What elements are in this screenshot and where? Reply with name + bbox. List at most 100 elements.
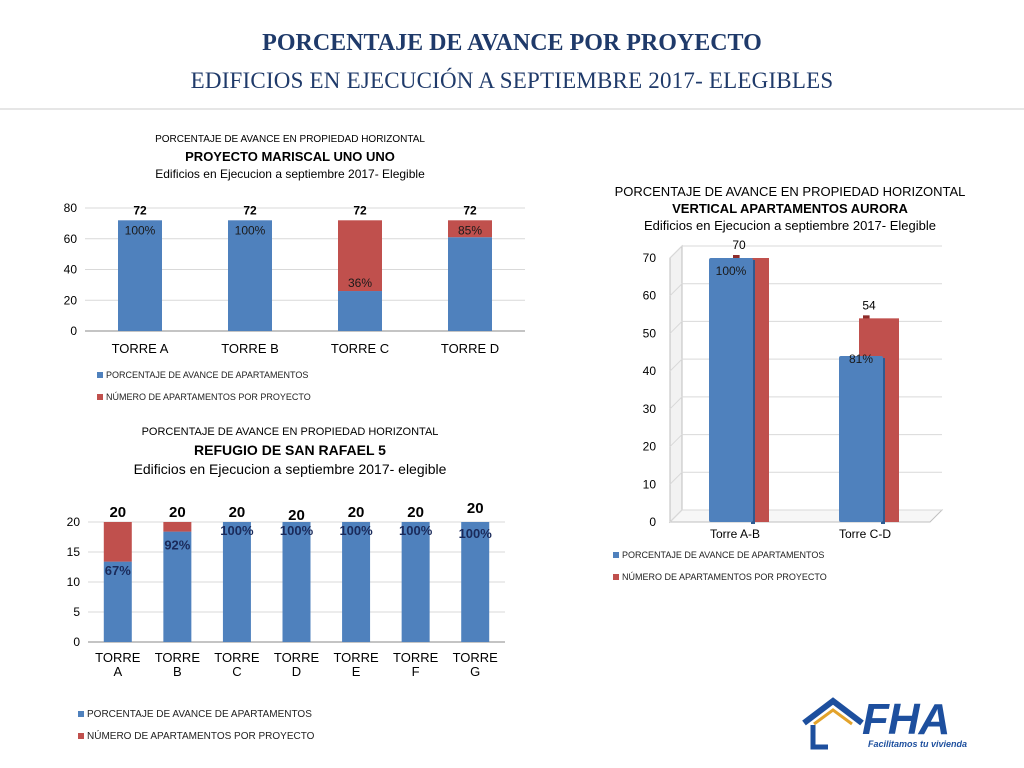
x-tick-label: B: [173, 664, 182, 679]
chart-mariscal: PORCENTAJE DE AVANCE EN PROPIEDAD HORIZO…: [55, 128, 525, 408]
x-tick-label: F: [412, 664, 420, 679]
legend-swatch-red: [78, 733, 84, 739]
gridline: [669, 245, 942, 259]
bar-apartamentos: [338, 220, 382, 292]
data-label-total: 70: [732, 238, 746, 252]
x-tick-label: TORRE B: [221, 341, 279, 356]
x-tick-label: TORRE: [274, 650, 320, 665]
data-label-percent: 100%: [235, 223, 266, 237]
data-label-percent: 100%: [220, 523, 254, 538]
data-label-percent: 100%: [716, 264, 747, 278]
chart-plot: 0 20 40 60 80 100% 72 TORRE A 100% 72 TORRE B 36% 72…: [64, 201, 525, 356]
legend-swatch-blue: [97, 372, 103, 378]
chart-legend: PORCENTAJE DE AVANCE DE APARTAMENTOS NÚM…: [78, 707, 314, 743]
x-tick-label: TORRE: [393, 650, 439, 665]
y-tick-label: 10: [643, 477, 657, 491]
data-label-total: 20: [348, 504, 365, 521]
data-label-total: 20: [467, 500, 484, 517]
data-label-total: 20: [169, 504, 186, 521]
y-tick-label: 40: [643, 364, 657, 378]
y-tick-label: 40: [64, 263, 78, 277]
y-tick-label: 0: [649, 515, 656, 529]
data-label-total: 72: [353, 203, 367, 217]
data-label-total: 72: [463, 203, 477, 217]
y-tick-label: 20: [67, 515, 81, 529]
bar-apartamentos: [163, 522, 192, 532]
bar-apartamentos: [103, 522, 132, 562]
house-icon: [802, 697, 864, 750]
data-label-percent: 85%: [458, 223, 482, 237]
page-title: PORCENTAJE DE AVANCE POR PROYECTO: [262, 30, 762, 56]
chart-title-line1: PORCENTAJE DE AVANCE EN PROPIEDAD HORIZO…: [155, 134, 425, 145]
legend-swatch-blue: [78, 711, 84, 717]
legend-label: PORCENTAJE DE AVANCE DE APARTAMENTOS: [106, 370, 309, 380]
data-label-total: 20: [229, 504, 246, 521]
legend-label: NÚMERO DE APARTAMENTOS POR PROYECTO: [106, 392, 311, 402]
y-tick-label: 80: [64, 201, 78, 215]
x-tick-label: TORRE: [333, 650, 379, 665]
chart-title-line3: Edificios en Ejecucion a septiembre 2017…: [644, 218, 936, 233]
y-tick-label: 30: [643, 402, 657, 416]
bar-avance: [163, 531, 192, 642]
data-label-percent: 100%: [125, 223, 156, 237]
y-tick-label: 20: [643, 440, 657, 454]
x-tick-label: TORRE D: [441, 341, 499, 356]
x-tick-label: TORRE: [214, 650, 260, 665]
fha-logo: FHA Facilitamos tu vivienda: [800, 695, 1010, 755]
y-tick-label: 5: [73, 605, 80, 619]
bar-avance: [461, 522, 490, 642]
bar-avance: [839, 356, 883, 522]
bar-avance: [228, 220, 272, 331]
chart-title-line1: PORCENTAJE DE AVANCE EN PROPIEDAD HORIZO…: [614, 184, 966, 199]
bar-avance: [103, 561, 132, 642]
data-label-percent: 36%: [348, 276, 372, 290]
y-tick-label: 60: [64, 232, 78, 246]
x-tick-label: C: [232, 664, 241, 679]
legend-item: PORCENTAJE DE AVANCE DE APARTAMENTOS: [78, 707, 314, 721]
bar-avance: [222, 522, 251, 642]
x-tick-label: Torre C-D: [839, 527, 891, 541]
chart-plot: 0 10 20 30 40 50 60 70 100% 70 Torre A-B 81% 54 Torre…: [643, 238, 944, 541]
data-label-total: 20: [109, 504, 126, 521]
bar-avance: [338, 291, 382, 331]
x-tick-label: TORRE C: [331, 341, 389, 356]
y-tick-label: 10: [67, 575, 81, 589]
data-label-percent: 92%: [164, 538, 190, 553]
page-subtitle: EDIFICIOS EN EJECUCIÓN A SEPTIEMBRE 2017…: [190, 68, 834, 93]
gridline: [669, 320, 942, 334]
legend-label: PORCENTAJE DE AVANCE DE APARTAMENTOS: [622, 550, 825, 560]
logo-text: FHA: [862, 695, 950, 744]
y-tick-label: 0: [73, 635, 80, 649]
chart-refugio: PORCENTAJE DE AVANCE EN PROPIEDAD HORIZO…: [40, 420, 540, 750]
logo-tagline: Facilitamos tu vivienda: [868, 739, 968, 749]
x-tick-label: TORRE: [95, 650, 141, 665]
chart-title-line2: REFUGIO DE SAN RAFAEL 5: [194, 442, 386, 458]
legend-item: NÚMERO DE APARTAMENTOS POR PROYECTO: [613, 570, 827, 584]
chart-title-line3: Edificios en Ejecucion a septiembre 2017…: [133, 461, 447, 477]
data-label-percent: 67%: [105, 563, 131, 578]
legend-item: NÚMERO DE APARTAMENTOS POR PROYECTO: [78, 729, 314, 743]
x-tick-label: E: [352, 664, 361, 679]
bar-avance: [401, 522, 430, 642]
bar-avance: [709, 258, 753, 522]
data-label-percent: 100%: [280, 523, 314, 538]
chart-title-line1: PORCENTAJE DE AVANCE EN PROPIEDAD HORIZO…: [141, 426, 439, 438]
legend-swatch-blue: [613, 552, 619, 558]
data-label-percent: 81%: [849, 352, 873, 366]
x-tick-label: Torre A-B: [710, 527, 760, 541]
y-tick-label: 15: [67, 545, 81, 559]
y-tick-label: 60: [643, 289, 657, 303]
x-tick-label: D: [292, 664, 301, 679]
gridline: [669, 283, 942, 297]
data-label-total: 20: [407, 504, 424, 521]
data-label-percent: 100%: [399, 523, 433, 538]
x-tick-label: TORRE: [155, 650, 201, 665]
chart-title-line2: PROYECTO MARISCAL UNO UNO: [185, 149, 395, 164]
bar-avance: [342, 522, 371, 642]
bar-apartamentos: [448, 220, 492, 238]
legend-label: NÚMERO DE APARTAMENTOS POR PROYECTO: [622, 572, 827, 582]
chart-legend: PORCENTAJE DE AVANCE DE APARTAMENTOS NÚM…: [613, 548, 827, 584]
legend-label: NÚMERO DE APARTAMENTOS POR PROYECTO: [87, 730, 315, 742]
legend-swatch-red: [613, 574, 619, 580]
legend-item: PORCENTAJE DE AVANCE DE APARTAMENTOS: [613, 548, 827, 562]
